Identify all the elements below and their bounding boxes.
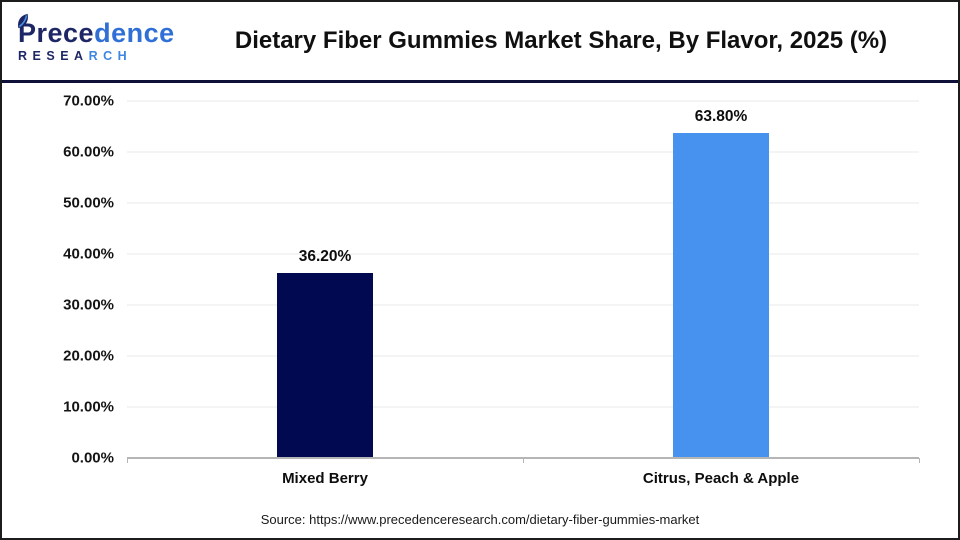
brand-logo: Precedence RESEARCH — [18, 13, 188, 63]
gridline — [127, 304, 919, 306]
bar-citrus-peach-apple: 63.80% — [673, 108, 769, 458]
gridline — [127, 355, 919, 357]
category-label-mixed-berry: Mixed Berry — [282, 470, 368, 487]
y-tick-label: 0.00% — [71, 449, 114, 467]
value-label-mixed-berry: 36.20% — [298, 248, 352, 266]
brand-logo-word-light: dence — [94, 17, 175, 48]
brand-logo-sub-dark: RESEA — [18, 48, 89, 63]
y-axis-labels: 0.00% 10.00% 20.00% 30.00% 40.00% 50.00% 60.00… — [30, 93, 114, 467]
x-axis-line — [127, 457, 919, 459]
x-axis-tick — [919, 458, 920, 463]
gridline — [127, 151, 919, 153]
x-axis-tick — [523, 458, 524, 463]
y-tick-label: 40.00% — [63, 245, 114, 263]
leaf-icon — [18, 13, 28, 28]
y-tick-label: 50.00% — [63, 194, 114, 212]
header: Precedence RESEARCH Dietary Fiber Gummie… — [2, 2, 958, 83]
brand-logo-wordmark: Precedence — [18, 13, 188, 48]
gridline — [127, 253, 919, 255]
y-tick-label: 70.00% — [63, 92, 114, 110]
category-label-citrus-peach-apple: Citrus, Peach & Apple — [642, 470, 800, 487]
plot-area: 36.20% Mixed Berry 63.80% Citrus, Peach & A… — [127, 100, 920, 487]
gridline — [127, 202, 919, 204]
gridline — [127, 406, 919, 408]
brand-logo-subtitle: RESEARCH — [18, 50, 188, 63]
value-label-citrus-peach-apple: 63.80% — [694, 107, 748, 125]
y-tick-label: 10.00% — [63, 398, 114, 416]
brand-logo-sub-light: RCH — [88, 48, 133, 63]
x-axis-tick — [127, 458, 128, 463]
source-text: Source: https://www.precedenceresearch.c… — [260, 512, 700, 527]
y-tick-label: 20.00% — [63, 347, 114, 365]
gridline — [127, 100, 919, 102]
y-tick-label: 30.00% — [63, 296, 114, 314]
chart-title: Dietary Fiber Gummies Market Share, By F… — [234, 27, 888, 54]
bar-mixed-berry: 36.20% — [277, 248, 373, 458]
brand-logo-word-dark: Prece — [18, 17, 95, 48]
y-tick-label: 60.00% — [63, 143, 114, 161]
